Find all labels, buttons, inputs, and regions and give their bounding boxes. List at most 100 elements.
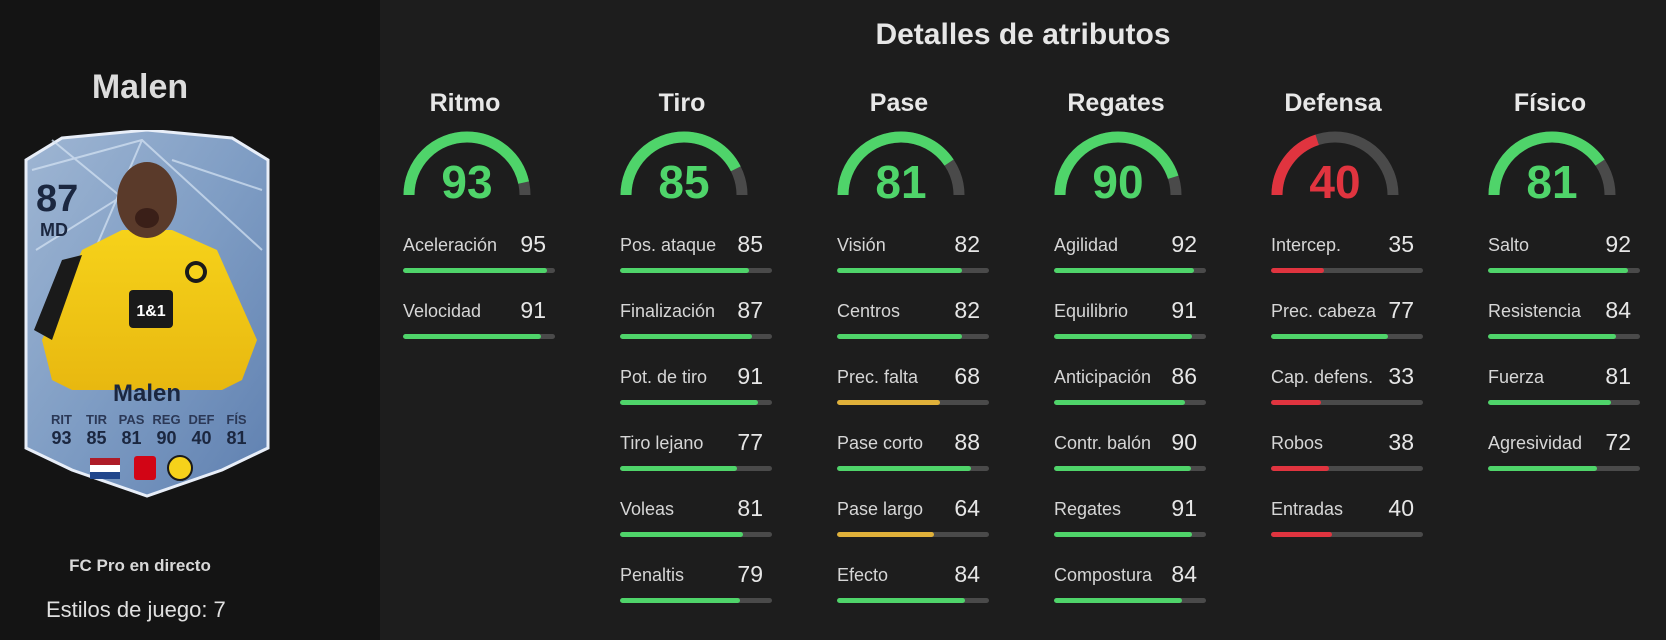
stat-bar-fill <box>837 268 962 273</box>
category-title: Defensa <box>1284 89 1382 117</box>
stat-label: Pase corto <box>837 433 924 453</box>
playstyles-count[interactable]: Estilos de juego: 7 <box>46 597 226 622</box>
gauge-fill <box>1271 131 1399 196</box>
stat-row[interactable]: Visión 82 <box>837 231 992 275</box>
stat-value: 90 <box>1171 429 1197 455</box>
stat-row[interactable]: Resistencia 84 <box>1488 297 1643 341</box>
player-card[interactable]: 1&1 87 MD Malen RIT TIR PAS REG DEF FÍS … <box>22 130 272 498</box>
section-title: Detalles de atributos <box>875 18 1171 51</box>
category-value: 85 <box>658 156 710 208</box>
stat-row[interactable]: Aceleración 95 <box>403 231 558 275</box>
stat-row[interactable]: Regates 91 <box>1054 495 1209 539</box>
stat-label: Salto <box>1488 235 1530 255</box>
stat-row[interactable]: Compostura 84 <box>1054 561 1209 605</box>
card-stat-values: 93 85 81 90 40 81 <box>44 428 254 449</box>
stat-bar-fill <box>1488 466 1598 471</box>
category-title: Físico <box>1513 89 1587 117</box>
stat-label: Anticipación <box>1054 367 1152 387</box>
stat-row[interactable]: Pot. de tiro 91 <box>620 363 775 407</box>
stat-row[interactable]: Intercep. 35 <box>1271 231 1426 275</box>
stat-row[interactable]: Equilibrio 91 <box>1054 297 1209 341</box>
stat-bar-track <box>1488 334 1640 339</box>
stat-row[interactable]: Pos. ataque 85 <box>620 231 775 275</box>
stat-label: Finalización <box>620 301 716 321</box>
card-stat-label: FÍS <box>226 412 247 427</box>
stat-bar-fill <box>1054 268 1194 273</box>
stat-row[interactable]: Salto 92 <box>1488 231 1643 275</box>
stat-row[interactable]: Penaltis 79 <box>620 561 775 605</box>
card-version: FC Pro en directo <box>69 556 211 575</box>
stat-row[interactable]: Centros 82 <box>837 297 992 341</box>
card-position: MD <box>40 220 68 240</box>
stat-label: Efecto <box>837 565 889 585</box>
category-1: Tiro 85 Pos. ataque 85 Finalización 87 Pot. de… <box>602 85 772 640</box>
stat-row[interactable]: Voleas 81 <box>620 495 775 539</box>
stat-row[interactable]: Entradas 40 <box>1271 495 1426 539</box>
stat-value: 92 <box>1171 231 1197 257</box>
stat-bar-track <box>620 400 772 405</box>
stat-row[interactable]: Efecto 84 <box>837 561 992 605</box>
stat-value: 85 <box>737 231 763 257</box>
category-title: Ritmo <box>429 89 501 117</box>
stat-bar-track <box>1054 268 1206 273</box>
stat-row[interactable]: Pase largo 64 <box>837 495 992 539</box>
stat-row[interactable]: Cap. defens. 33 <box>1271 363 1426 407</box>
stat-value: 91 <box>737 363 763 389</box>
stat-bar-fill <box>1054 532 1193 537</box>
stat-value: 91 <box>1171 495 1197 521</box>
stat-row[interactable]: Finalización 87 <box>620 297 775 341</box>
category-title: Tiro <box>658 89 706 117</box>
stat-bar-track <box>620 334 772 339</box>
stat-value: 33 <box>1388 363 1414 389</box>
stat-value: 77 <box>737 429 763 455</box>
stat-row[interactable]: Fuerza 81 <box>1488 363 1643 407</box>
svg-text:1&1: 1&1 <box>136 303 165 320</box>
stat-bar-fill <box>1054 400 1185 405</box>
stat-row[interactable]: Agilidad 92 <box>1054 231 1209 275</box>
stat-bar-fill <box>1054 598 1182 603</box>
stat-bar-fill <box>837 400 941 405</box>
card-stat-value: 93 <box>51 428 72 448</box>
stat-bar-fill <box>1271 400 1322 405</box>
category-4: Defensa 40 Intercep. 35 Prec. cabeza 77 Cap. d… <box>1253 85 1423 640</box>
stat-bar-track <box>1054 466 1206 471</box>
card-stat-label: DEF <box>188 412 215 427</box>
stat-bar-fill <box>837 466 971 471</box>
stat-bar-track <box>837 268 989 273</box>
stat-row[interactable]: Robos 38 <box>1271 429 1426 473</box>
stat-label: Agresividad <box>1488 433 1583 453</box>
category-title: Pase <box>869 89 929 117</box>
card-stat-value: 85 <box>86 428 107 448</box>
stat-bar-fill <box>620 466 738 471</box>
stat-row[interactable]: Anticipación 86 <box>1054 363 1209 407</box>
card-background: 1&1 <box>24 130 270 498</box>
stat-bar-fill <box>620 334 753 339</box>
stat-row[interactable]: Agresividad 72 <box>1488 429 1643 473</box>
stat-label: Intercep. <box>1271 235 1342 255</box>
stat-bar-track <box>620 268 772 273</box>
card-stat-label: RIT <box>51 412 72 427</box>
stat-row[interactable]: Contr. balón 90 <box>1054 429 1209 473</box>
stat-bar-fill <box>1271 466 1329 471</box>
stat-bar-track <box>1488 466 1640 471</box>
stat-row[interactable]: Prec. cabeza 77 <box>1271 297 1426 341</box>
category-gauge <box>403 131 531 196</box>
stat-value: 38 <box>1388 429 1414 455</box>
stat-label: Contr. balón <box>1054 433 1152 453</box>
category-title: Regates <box>1067 89 1165 117</box>
stat-label: Prec. cabeza <box>1271 301 1377 321</box>
stat-bar-fill <box>1271 268 1325 273</box>
stat-bar-fill <box>1488 400 1612 405</box>
stat-value: 92 <box>1605 231 1631 257</box>
stat-row[interactable]: Pase corto 88 <box>837 429 992 473</box>
stat-row[interactable]: Velocidad 91 <box>403 297 558 341</box>
stat-bar-track <box>837 532 989 537</box>
stat-row[interactable]: Tiro lejano 77 <box>620 429 775 473</box>
card-stat-value: 90 <box>156 428 177 448</box>
stat-value: 86 <box>1171 363 1197 389</box>
stat-value: 84 <box>1171 561 1197 587</box>
stat-label: Agilidad <box>1054 235 1119 255</box>
card-stat-label: PAS <box>118 412 145 427</box>
stat-bar-fill <box>1488 334 1616 339</box>
stat-row[interactable]: Prec. falta 68 <box>837 363 992 407</box>
